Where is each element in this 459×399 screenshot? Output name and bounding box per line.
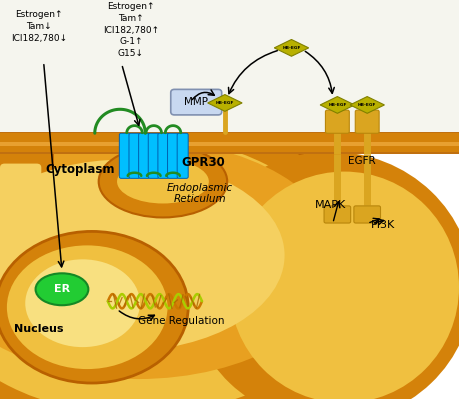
Text: Endoplasmic
Reticulum: Endoplasmic Reticulum [167,183,233,204]
Text: GPR30: GPR30 [181,156,225,169]
Ellipse shape [230,172,459,399]
Bar [0,152,459,154]
FancyBboxPatch shape [139,133,150,178]
Text: Cytoplasm: Cytoplasm [45,163,115,176]
Text: Estrogen↑
Tam↑
ICI182,780↑
G-1↑
G15↓: Estrogen↑ Tam↑ ICI182,780↑ G-1↑ G15↓ [103,2,159,58]
Ellipse shape [117,160,209,203]
FancyBboxPatch shape [158,133,169,178]
Text: ER: ER [54,284,70,294]
Polygon shape [350,97,385,113]
FancyBboxPatch shape [148,133,159,178]
FancyBboxPatch shape [0,164,41,231]
Ellipse shape [35,273,88,305]
FancyBboxPatch shape [119,133,130,178]
Text: Nucleus: Nucleus [14,324,64,334]
Polygon shape [274,40,308,56]
FancyBboxPatch shape [171,89,222,115]
FancyBboxPatch shape [324,206,351,223]
Text: HB-EGF: HB-EGF [216,101,234,105]
Text: HB-EGF: HB-EGF [358,103,376,107]
Text: MAPK: MAPK [315,200,346,211]
FancyBboxPatch shape [325,110,349,133]
Ellipse shape [0,120,392,399]
Ellipse shape [0,160,285,351]
Text: HB-EGF: HB-EGF [282,46,301,50]
Ellipse shape [99,146,227,217]
FancyBboxPatch shape [177,133,188,178]
Text: HB-EGF: HB-EGF [328,103,347,107]
Ellipse shape [7,245,168,369]
Ellipse shape [25,259,140,347]
FancyBboxPatch shape [354,206,381,223]
Polygon shape [207,95,242,111]
FancyBboxPatch shape [168,133,179,178]
Bar [0,132,459,133]
Ellipse shape [0,140,340,379]
Bar [0,142,459,146]
Text: EGFR: EGFR [348,156,375,166]
Ellipse shape [0,136,349,399]
Text: Estrogen↑
Tam↓
ICI182,780↓: Estrogen↑ Tam↓ ICI182,780↓ [11,10,67,43]
FancyBboxPatch shape [0,146,53,245]
Polygon shape [320,97,354,113]
Text: MMP: MMP [184,97,208,107]
Ellipse shape [0,231,188,383]
Text: Gene Regulation: Gene Regulation [138,316,224,326]
Bar [0,132,459,154]
Text: PI3K: PI3K [371,220,395,231]
Bar [0,0,459,132]
FancyBboxPatch shape [355,110,379,133]
Ellipse shape [188,152,459,399]
FancyBboxPatch shape [129,133,140,178]
